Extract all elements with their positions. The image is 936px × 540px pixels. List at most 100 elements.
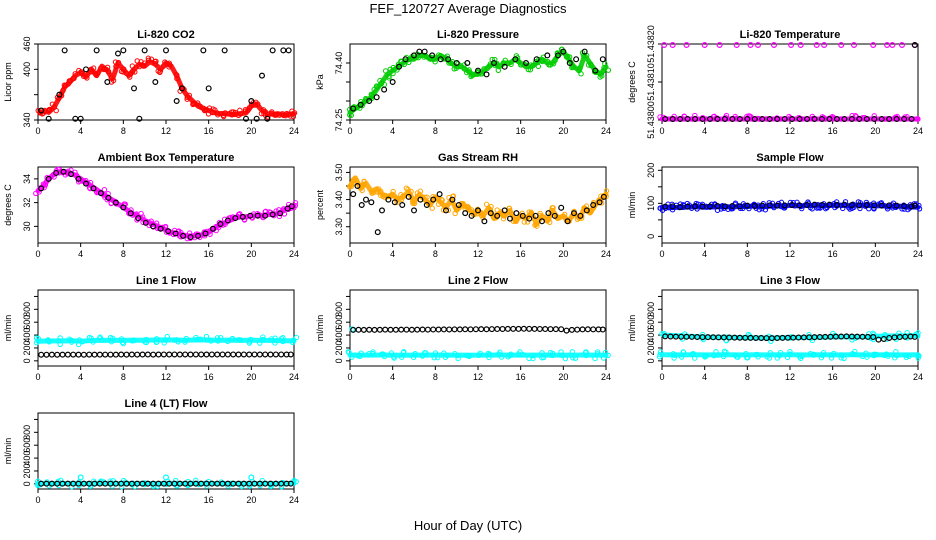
data-point [878, 115, 885, 122]
data-point [347, 112, 353, 118]
data-point [677, 203, 684, 210]
data-point [115, 59, 122, 66]
data-point [141, 47, 148, 54]
x-tick-label: 20 [870, 126, 880, 136]
data-point [906, 353, 912, 359]
y-tick-label: 200 [646, 163, 656, 178]
x-tick-label: 16 [516, 372, 526, 382]
data-point [886, 115, 893, 122]
data-point [517, 349, 523, 355]
data-point [759, 206, 765, 212]
data-point [570, 355, 576, 361]
data-point [361, 178, 367, 185]
data-point [660, 332, 667, 338]
data-point [358, 202, 365, 209]
chart-title: Li-820 CO2 [137, 29, 194, 41]
y-tick-label: 400 [22, 328, 32, 343]
data-point [208, 351, 215, 358]
y-tick-label: 600 [22, 438, 32, 453]
data-point [766, 202, 773, 209]
data-point [203, 351, 210, 358]
x-tick-label: 24 [601, 372, 611, 382]
data-point [219, 351, 226, 358]
data-point [66, 78, 72, 84]
data-point [585, 62, 592, 68]
series-black [350, 325, 606, 334]
data-point [44, 174, 50, 181]
data-point [253, 115, 260, 122]
data-point [602, 61, 608, 67]
data-point [583, 352, 589, 359]
data-point [382, 326, 389, 333]
y-tick-label: 400 [22, 451, 32, 466]
data-point [77, 115, 84, 122]
data-point [91, 351, 98, 358]
y-axis-label: degrees C [627, 61, 637, 103]
series-magenta [661, 41, 918, 48]
data-point [173, 337, 180, 343]
data-point [796, 115, 803, 122]
data-point [915, 116, 921, 122]
data-point [429, 52, 436, 59]
data-point [703, 353, 709, 360]
data-point [411, 200, 418, 207]
data-point [128, 351, 135, 358]
data-point [519, 212, 526, 219]
data-point [870, 41, 877, 48]
data-point [807, 350, 814, 357]
series-black [350, 183, 607, 236]
y-tick-label: 51.43800 [646, 101, 656, 139]
x-tick-label: 4 [390, 249, 395, 259]
y-axis-label: ml/min [627, 192, 637, 219]
x-tick-label: 24 [289, 495, 299, 505]
data-point [501, 63, 508, 70]
data-point [445, 56, 452, 63]
data-point [103, 66, 110, 73]
series-red [35, 55, 298, 120]
data-point [285, 206, 292, 212]
chart-panel-7: Line 1 Flow ml/min 0 4 8 12 16 20 24 0 20040060080… [3, 275, 300, 382]
data-point [584, 326, 591, 333]
data-point [699, 331, 706, 338]
data-point [379, 207, 386, 214]
data-point [193, 334, 199, 341]
data-point [594, 351, 601, 357]
data-point [774, 355, 781, 361]
data-point [893, 202, 900, 209]
data-point [599, 326, 606, 333]
data-point [537, 210, 543, 217]
data-point [870, 334, 877, 341]
data-point [491, 59, 498, 66]
data-point [289, 108, 295, 114]
data-point [419, 326, 426, 333]
chart-title: Sample Flow [756, 152, 824, 164]
data-point [768, 338, 774, 345]
data-point [162, 337, 169, 343]
data-point [375, 189, 381, 195]
data-point [444, 352, 451, 359]
data-point [235, 337, 241, 343]
data-point [804, 202, 811, 209]
chart-title: Gas Stream RH [438, 152, 518, 164]
data-point [217, 221, 224, 228]
y-tick-label: 34 [22, 174, 32, 184]
data-point [419, 353, 426, 359]
data-point [605, 67, 612, 73]
data-point [683, 41, 690, 48]
x-tick-label: 4 [78, 126, 83, 136]
data-point [880, 335, 887, 342]
data-point [766, 115, 773, 122]
data-point [430, 196, 437, 203]
data-point [787, 351, 793, 357]
x-tick-label: 12 [785, 372, 795, 382]
data-point [513, 53, 520, 59]
data-point [915, 330, 921, 336]
data-point [286, 111, 292, 118]
data-point [142, 219, 149, 226]
series-cyan [345, 349, 611, 362]
data-point [143, 339, 149, 346]
data-point [202, 230, 209, 237]
data-point [901, 115, 908, 122]
data-point [379, 351, 385, 357]
data-point [818, 355, 825, 361]
